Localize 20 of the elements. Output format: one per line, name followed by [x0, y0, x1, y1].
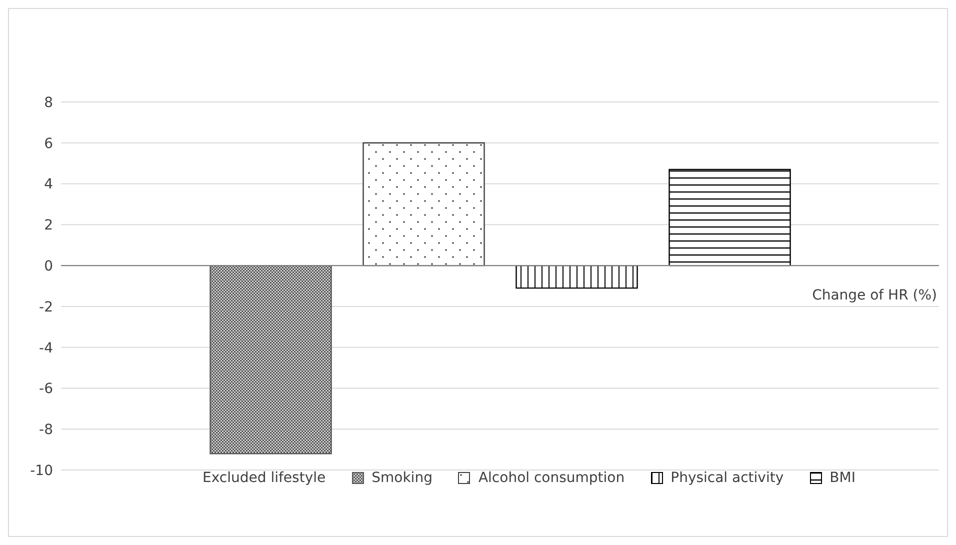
y-tick-label: 6 [44, 136, 54, 152]
bar [668, 168, 791, 266]
y-tick-label: -8 [39, 422, 53, 438]
y-axis-title: Change of HR (%) [812, 288, 937, 304]
bar [516, 264, 638, 289]
legend-label: Alcohol consumption [478, 470, 625, 486]
y-tick-label: 8 [44, 94, 53, 111]
y-tick-label: -4 [39, 340, 54, 356]
legend-label: BMI [830, 470, 856, 486]
bar [210, 264, 332, 454]
legend-label: Physical activity [670, 470, 784, 486]
y-tick-label: 4 [44, 176, 54, 193]
legend-label: Smoking [372, 470, 432, 486]
y-tick-label: -6 [39, 381, 54, 398]
y-tick-label: -2 [39, 299, 53, 316]
legend-title: Excluded lifestyle [202, 470, 326, 486]
bar [362, 142, 485, 266]
y-tick-label: 0 [44, 258, 53, 275]
y-tick-label: 2 [44, 218, 53, 234]
y-tick-label: -10 [30, 462, 53, 479]
